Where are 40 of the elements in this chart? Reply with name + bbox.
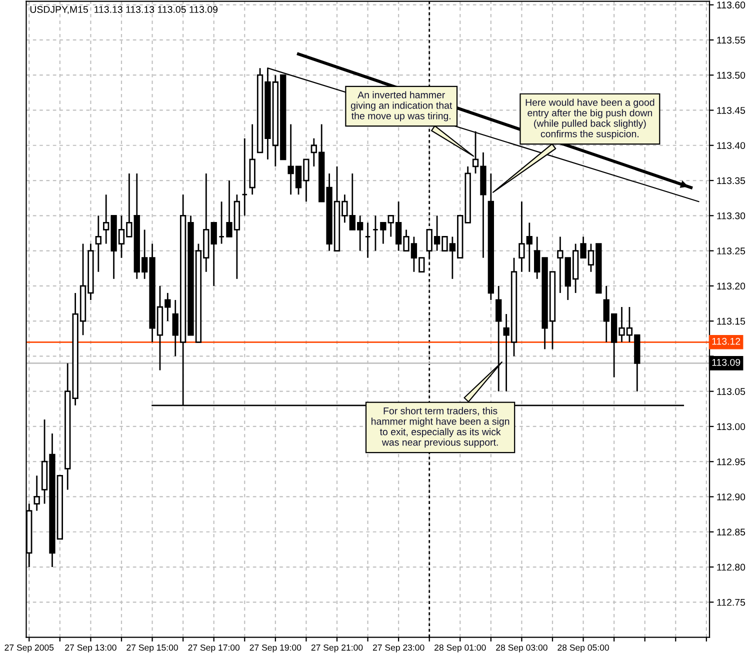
- x-tick-label: 27 Sep 19:00: [250, 644, 302, 652]
- ref-line-label: 113.09: [712, 358, 740, 366]
- candlestick: [372, 214, 379, 252]
- annotation: An inverted hammer giving an indication that the move up was tiring.: [350, 91, 452, 122]
- x-tick-label: 27 Sep 21:00: [311, 644, 363, 652]
- x-tick-label: 27 Sep 13:00: [65, 644, 116, 652]
- candlestick: [364, 222, 371, 259]
- y-tick-label: 112.95: [717, 458, 746, 466]
- y-tick-label: 112.85: [717, 528, 746, 536]
- chart-title: USDJPY,M15 113.13 113.13 113.05 113.09: [30, 6, 218, 14]
- ref-line-label: 113.12: [712, 338, 740, 345]
- x-tick-label: 28 Sep 01:00: [434, 644, 486, 652]
- candlestick: [34, 474, 40, 512]
- candlestick: [210, 222, 217, 287]
- y-tick-label: 113.25: [717, 248, 746, 254]
- x-tick-label: 27 Sep 15:00: [126, 644, 178, 652]
- candlestick: [95, 214, 102, 273]
- y-tick-label: 112.80: [717, 564, 746, 571]
- candlestick: [242, 138, 248, 216]
- y-tick-label: 113.30: [717, 212, 746, 220]
- y-tick-label: 113.50: [717, 72, 746, 79]
- x-tick-label: 27 Sep 23:00: [372, 644, 424, 652]
- annotation: Here would have been a good entry after the big push down (while pulled back slightly) confirms the suspicion.: [526, 98, 654, 140]
- y-tick-label: 113.05: [717, 388, 746, 395]
- y-tick-label: 113.40: [717, 142, 746, 149]
- y-tick-label: 113.20: [717, 282, 746, 290]
- x-tick-label: 27 Sep 17:00: [188, 644, 240, 652]
- y-tick-label: 113.35: [717, 177, 746, 184]
- annotation: For short term traders, this hammer might have been a sign to exit, especially as its wick was near previous support.: [372, 407, 510, 448]
- y-tick-label: 113.60: [717, 2, 746, 8]
- x-tick-label: 28 Sep 05:00: [558, 644, 609, 652]
- x-tick-label: 28 Sep 03:00: [496, 644, 548, 652]
- y-tick-label: 113.45: [717, 106, 746, 114]
- y-tick-label: 112.75: [717, 598, 746, 606]
- y-tick-label: 112.90: [717, 493, 746, 500]
- candlestick: [218, 200, 225, 244]
- x-tick-label: 27 Sep 2005: [4, 644, 54, 652]
- y-tick-label: 113.55: [717, 36, 746, 44]
- y-tick-label: 113.00: [717, 423, 746, 430]
- y-tick-label: 113.15: [717, 318, 746, 325]
